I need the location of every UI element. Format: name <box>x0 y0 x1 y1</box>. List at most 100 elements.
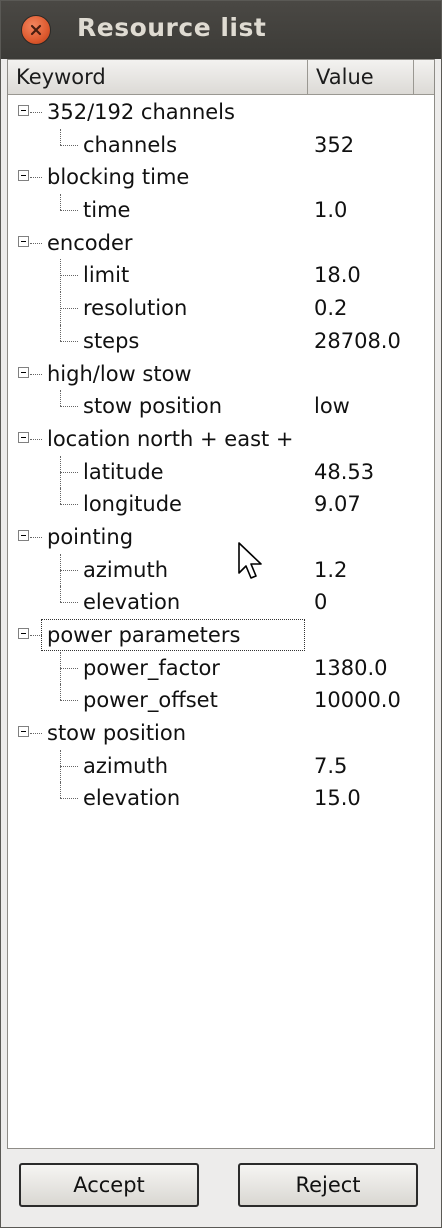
tree-connector <box>30 733 42 735</box>
resource-tree-table[interactable]: Keyword Value 352/192 channels channels 35… <box>7 59 435 1149</box>
tree-connector <box>30 373 42 375</box>
tree-item-value: 15.0 <box>314 786 361 811</box>
tree-connector <box>30 177 42 179</box>
tree-connector <box>60 798 78 800</box>
tree-connector <box>60 586 61 603</box>
tree-group-row[interactable]: high/low stow <box>8 358 434 391</box>
tree-group-label: power parameters <box>41 619 305 651</box>
tree-connector <box>60 471 78 473</box>
tree-connector <box>60 194 61 211</box>
tree-connector <box>30 635 42 636</box>
collapse-minus-icon[interactable] <box>18 235 29 247</box>
tree-connector <box>30 536 42 538</box>
tree-item-value: 1.0 <box>314 198 348 223</box>
tree-connector <box>60 275 78 277</box>
collapse-minus-icon[interactable] <box>18 431 29 443</box>
tree-item-row[interactable]: limit 18.0 <box>8 259 434 293</box>
collapse-minus-icon[interactable] <box>18 105 29 116</box>
tree-item-row[interactable]: longitude 9.07 <box>8 488 434 521</box>
tree-connector <box>60 406 78 408</box>
column-header-filler <box>414 60 434 94</box>
tree-item-value: 9.07 <box>314 492 361 517</box>
tree-connector <box>30 242 42 244</box>
tree-item-value: 48.53 <box>314 459 375 484</box>
tree-item-value: 352 <box>314 132 355 157</box>
collapse-minus-icon[interactable] <box>18 366 29 378</box>
close-icon <box>30 24 42 36</box>
collapse-minus-icon[interactable] <box>18 726 29 738</box>
accept-button[interactable]: Accept <box>19 1163 199 1207</box>
tree-item-value: 1.2 <box>314 557 348 582</box>
tree-group-label: encoder <box>47 230 133 255</box>
tree-connector <box>60 684 61 701</box>
tree-rows: 352/192 channels channels 352 blocking time… <box>8 96 434 815</box>
tree-item-keyword: steps <box>83 328 140 353</box>
tree-item-value: 1380.0 <box>314 655 388 680</box>
tree-connector <box>60 210 78 212</box>
tree-item-keyword: stow position <box>83 394 223 419</box>
tree-item-keyword: longitude <box>83 492 182 517</box>
tree-item-keyword: azimuth <box>83 557 169 582</box>
collapse-minus-icon[interactable] <box>18 170 29 182</box>
tree-item-value: 0.2 <box>314 296 348 321</box>
tree-item-row[interactable]: stow position low <box>8 390 434 423</box>
title-bar[interactable]: Resource list <box>1 1 441 59</box>
tree-group-row[interactable]: blocking time <box>8 161 434 194</box>
tree-group-label: 352/192 channels <box>47 100 235 124</box>
tree-item-value: 0 <box>314 590 328 615</box>
tree-group-row[interactable]: stow position <box>8 717 434 750</box>
tree-item-keyword: resolution <box>83 296 188 321</box>
tree-connector <box>60 504 78 506</box>
tree-item-row[interactable]: azimuth 7.5 <box>8 749 434 783</box>
tree-item-row[interactable]: power_offset 10000.0 <box>8 684 434 717</box>
button-bar: Accept Reject <box>1 1159 441 1211</box>
tree-group-row[interactable]: 352/192 channels <box>8 96 434 129</box>
window-title: Resource list <box>77 13 267 42</box>
tree-item-row[interactable]: elevation 15.0 <box>8 782 434 815</box>
tree-group-label: pointing <box>47 524 134 549</box>
tree-group-label: high/low stow <box>47 361 192 386</box>
tree-connector <box>60 324 61 341</box>
tree-item-value: 10000.0 <box>314 688 401 713</box>
column-header-value[interactable]: Value <box>308 60 414 94</box>
tree-item-keyword: elevation <box>83 590 181 615</box>
tree-connector <box>60 144 78 146</box>
tree-item-keyword: channels <box>83 132 178 157</box>
tree-connector <box>60 569 78 571</box>
tree-group-row[interactable]: location north + east + <box>8 423 434 456</box>
tree-item-keyword: elevation <box>83 786 181 811</box>
tree-item-row[interactable]: latitude 48.53 <box>8 455 434 489</box>
column-header-keyword[interactable]: Keyword <box>8 60 308 94</box>
tree-item-keyword: azimuth <box>83 753 169 778</box>
tree-group-row[interactable]: encoder <box>8 227 434 260</box>
tree-item-row[interactable]: power_factor 1380.0 <box>8 651 434 685</box>
tree-item-row[interactable]: azimuth 1.2 <box>8 553 434 587</box>
tree-item-row[interactable]: steps 28708.0 <box>8 324 434 358</box>
tree-connector <box>60 128 61 145</box>
tree-item-keyword: power_offset <box>83 688 218 713</box>
tree-group-row[interactable]: pointing <box>8 521 434 554</box>
tree-item-row[interactable]: time 1.0 <box>8 194 434 227</box>
tree-item-value: low <box>314 394 350 419</box>
tree-group-row[interactable]: power parameters <box>8 619 434 652</box>
tree-item-value: 28708.0 <box>314 328 401 353</box>
collapse-minus-icon[interactable] <box>18 529 29 541</box>
tree-item-keyword: latitude <box>83 459 164 484</box>
tree-connector <box>30 438 42 440</box>
close-button[interactable] <box>21 15 51 45</box>
tree-connector <box>60 488 61 505</box>
tree-item-keyword: power_factor <box>83 655 220 680</box>
reject-button[interactable]: Reject <box>238 1163 418 1207</box>
tree-connector <box>60 765 78 767</box>
tree-item-row[interactable]: channels 352 <box>8 128 434 162</box>
tree-connector <box>60 782 61 799</box>
collapse-minus-icon[interactable] <box>18 628 29 639</box>
tree-item-value: 18.0 <box>314 263 361 288</box>
tree-connector <box>60 602 78 604</box>
tree-item-row[interactable]: resolution 0.2 <box>8 292 434 325</box>
tree-item-keyword: time <box>83 198 131 223</box>
tree-group-label: blocking time <box>47 165 190 190</box>
mouse-pointer-icon <box>238 542 262 579</box>
tree-item-row[interactable]: elevation 0 <box>8 586 434 619</box>
